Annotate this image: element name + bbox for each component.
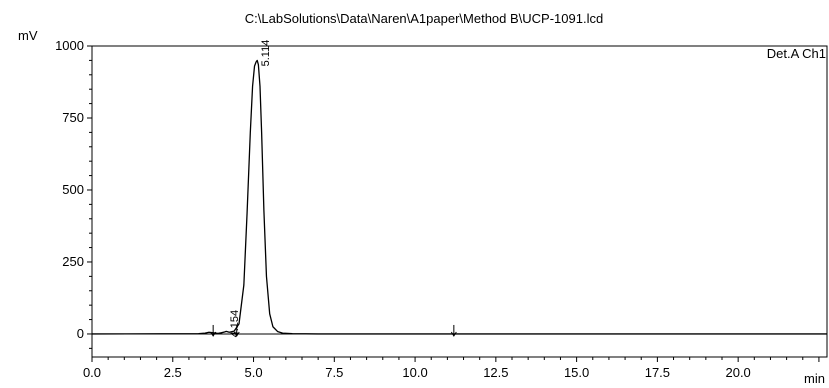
detector-channel-label: Det.A Ch1 xyxy=(767,46,826,61)
peak-retention-label: 4.154 xyxy=(229,310,241,338)
y-tick-label: 250 xyxy=(62,254,84,269)
x-tick-label: 5.0 xyxy=(244,365,262,380)
x-tick-label: 15.0 xyxy=(564,365,589,380)
peak-retention-label: 5.114 xyxy=(260,40,272,67)
y-tick-label: 750 xyxy=(62,110,84,125)
y-tick-label: 1000 xyxy=(55,38,84,53)
y-tick-label: 500 xyxy=(62,182,84,197)
x-tick-label: 7.5 xyxy=(325,365,343,380)
event-markers-layer xyxy=(210,324,457,337)
chart-title: C:\LabSolutions\Data\Naren\A1paper\Metho… xyxy=(245,11,603,26)
peak-labels-layer: 4.154 5.114 xyxy=(229,40,272,338)
x-tick-label: 0.0 xyxy=(83,365,101,380)
plot-area-frame xyxy=(91,45,828,358)
x-tick-label: 20.0 xyxy=(725,365,750,380)
integration-event-marker xyxy=(233,324,240,337)
x-tick-label: 12.5 xyxy=(483,365,508,380)
integration-event-marker xyxy=(450,324,457,337)
series-layer xyxy=(91,59,827,335)
integration-event-marker xyxy=(210,324,217,337)
y-axis-ticks: 0 250 500 750 1000 xyxy=(55,38,92,349)
y-tick-label: 0 xyxy=(77,326,84,341)
x-tick-label: 17.5 xyxy=(645,365,670,380)
x-tick-label: 2.5 xyxy=(164,365,182,380)
y-axis-unit-label: mV xyxy=(18,28,38,43)
chromatogram-trace xyxy=(91,59,827,335)
x-tick-label: 10.0 xyxy=(402,365,427,380)
x-axis-unit-label: min xyxy=(804,371,825,386)
x-axis-ticks: 0.0 2.5 5.0 7.5 10.0 12.5 15.0 17.5 20.0 xyxy=(83,357,820,380)
